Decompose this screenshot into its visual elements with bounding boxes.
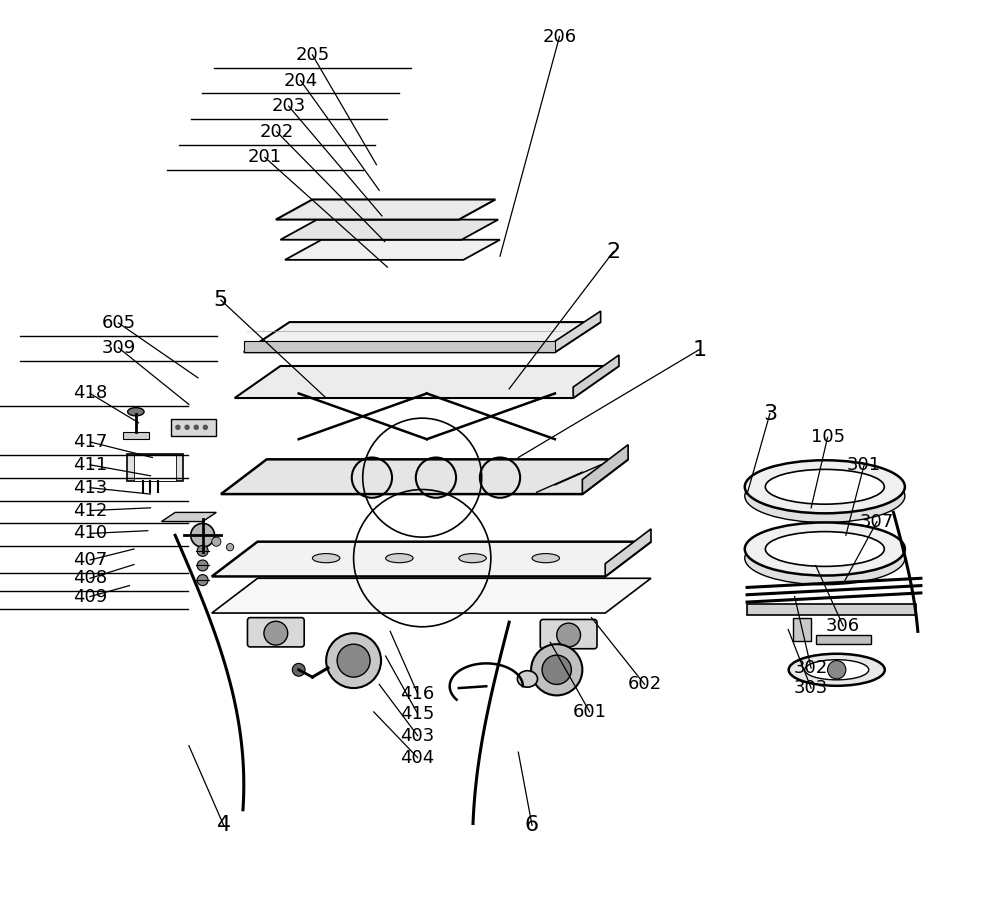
FancyBboxPatch shape (747, 604, 916, 615)
FancyBboxPatch shape (247, 618, 304, 647)
Polygon shape (582, 445, 628, 494)
Ellipse shape (805, 660, 869, 680)
Polygon shape (285, 240, 500, 260)
Text: 418: 418 (73, 384, 107, 403)
Polygon shape (244, 341, 555, 352)
Ellipse shape (789, 653, 885, 686)
Circle shape (191, 523, 215, 547)
Ellipse shape (745, 469, 905, 522)
Ellipse shape (312, 554, 340, 563)
Text: 602: 602 (628, 675, 662, 694)
Text: 410: 410 (73, 524, 107, 543)
Text: 309: 309 (101, 339, 136, 357)
Text: 306: 306 (826, 617, 860, 635)
Ellipse shape (532, 554, 559, 563)
FancyBboxPatch shape (171, 419, 216, 436)
Circle shape (197, 575, 208, 586)
Circle shape (203, 425, 208, 430)
Circle shape (212, 537, 221, 546)
Polygon shape (212, 542, 651, 576)
Text: 307: 307 (860, 512, 894, 531)
Ellipse shape (517, 671, 538, 687)
FancyBboxPatch shape (123, 432, 149, 439)
Circle shape (337, 644, 370, 677)
Text: 206: 206 (542, 27, 577, 46)
Text: 3: 3 (763, 404, 777, 424)
Ellipse shape (765, 469, 884, 504)
Text: 412: 412 (73, 501, 107, 520)
Polygon shape (235, 366, 619, 398)
Text: 302: 302 (794, 659, 828, 677)
Circle shape (542, 655, 571, 684)
Circle shape (197, 560, 208, 571)
Text: 205: 205 (295, 46, 330, 64)
Circle shape (184, 425, 190, 430)
Text: 4: 4 (217, 815, 231, 835)
Ellipse shape (745, 532, 905, 585)
Text: 404: 404 (401, 748, 435, 767)
Text: 5: 5 (214, 290, 228, 310)
Ellipse shape (765, 532, 884, 566)
Text: 105: 105 (811, 428, 845, 447)
Ellipse shape (745, 522, 905, 576)
Polygon shape (161, 512, 216, 522)
Ellipse shape (128, 407, 144, 415)
Polygon shape (221, 459, 628, 494)
Ellipse shape (459, 554, 486, 563)
Polygon shape (573, 355, 619, 398)
FancyBboxPatch shape (540, 619, 597, 649)
Circle shape (226, 544, 234, 551)
Text: 415: 415 (400, 705, 435, 723)
Text: 303: 303 (794, 679, 828, 697)
Text: 601: 601 (573, 703, 607, 721)
Text: 416: 416 (401, 684, 435, 703)
Text: 2: 2 (606, 242, 621, 262)
FancyBboxPatch shape (127, 454, 183, 481)
Circle shape (828, 661, 846, 679)
Text: 605: 605 (101, 314, 136, 332)
FancyBboxPatch shape (793, 618, 811, 640)
Text: 6: 6 (525, 815, 539, 835)
Polygon shape (280, 220, 498, 240)
FancyBboxPatch shape (134, 454, 176, 481)
Text: 403: 403 (401, 727, 435, 745)
Ellipse shape (745, 460, 905, 513)
Text: 408: 408 (73, 569, 107, 587)
Polygon shape (276, 199, 495, 220)
Text: 413: 413 (73, 479, 107, 497)
Text: 201: 201 (248, 148, 282, 167)
Circle shape (292, 663, 305, 676)
FancyBboxPatch shape (816, 635, 871, 644)
Text: 417: 417 (73, 433, 107, 451)
Text: 202: 202 (260, 123, 294, 141)
Circle shape (193, 425, 199, 430)
Circle shape (197, 545, 208, 556)
Polygon shape (212, 578, 651, 613)
Text: 407: 407 (73, 551, 107, 569)
Circle shape (326, 633, 381, 688)
Circle shape (557, 623, 581, 647)
Text: 1: 1 (692, 339, 707, 360)
Polygon shape (244, 322, 601, 352)
Circle shape (264, 621, 288, 645)
Ellipse shape (386, 554, 413, 563)
Polygon shape (555, 311, 601, 352)
Circle shape (175, 425, 181, 430)
Polygon shape (605, 529, 651, 576)
Text: 204: 204 (283, 71, 318, 90)
Text: 203: 203 (272, 97, 306, 115)
Text: 411: 411 (73, 456, 107, 474)
Text: 409: 409 (73, 587, 107, 606)
Text: 301: 301 (847, 456, 881, 474)
Circle shape (531, 644, 582, 695)
